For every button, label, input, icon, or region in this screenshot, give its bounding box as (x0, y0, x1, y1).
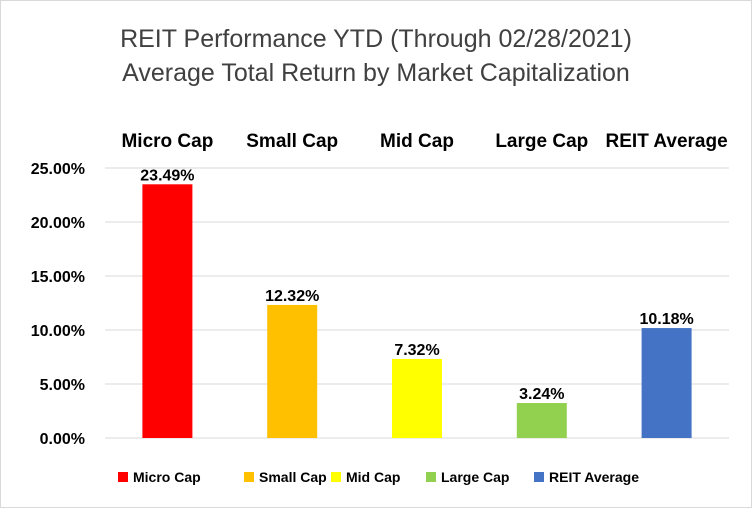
bar (516, 403, 567, 438)
bar (267, 304, 318, 438)
legend: Micro Cap Small Cap Mid Cap Large Cap REIT A… (118, 469, 639, 485)
category-label: Large Cap (495, 131, 588, 152)
chart-subtitle: Average Total Return by Market Capitaliz… (122, 59, 630, 87)
legend-swatch (426, 472, 436, 482)
y-tick-label: 25.00% (31, 161, 85, 178)
category-label: Mid Cap (380, 131, 454, 152)
legend-swatch (118, 472, 128, 482)
data-label: 7.32% (394, 342, 439, 359)
data-label: 3.24% (519, 386, 564, 403)
bar (142, 184, 193, 438)
bar (641, 328, 692, 438)
bar (392, 358, 442, 438)
legend-entry: Mid Cap (346, 469, 400, 485)
y-tick-label: 20.00% (31, 215, 85, 232)
category-labels: Micro Cap Small Cap Mid Cap Large Cap REIT A… (121, 131, 727, 152)
legend-entry: Micro Cap (133, 469, 201, 485)
data-label: 10.18% (639, 311, 693, 328)
legend-entry: Large Cap (441, 469, 509, 485)
chart-title: REIT Performance YTD (Through 02/28/2021… (120, 25, 632, 53)
legend-entry: REIT Average (549, 469, 639, 485)
y-tick-label: 10.00% (31, 323, 85, 340)
data-label: 12.32% (265, 288, 319, 305)
category-label: Micro Cap (121, 131, 213, 152)
gridlines (105, 167, 729, 439)
data-label: 23.49% (140, 167, 194, 184)
y-tick-label: 15.00% (31, 269, 85, 286)
category-label: REIT Average (606, 131, 728, 152)
legend-swatch (534, 472, 544, 482)
y-tick-label: 5.00% (40, 377, 85, 394)
legend-entry: Small Cap (259, 469, 327, 485)
legend-swatch (244, 472, 254, 482)
legend-swatch (331, 472, 341, 482)
category-label: Small Cap (246, 131, 338, 152)
y-tick-label: 0.00% (40, 431, 85, 448)
bars (142, 184, 692, 438)
y-axis-ticks: 0.00% 5.00% 10.00% 15.00% 20.00% 25.00% (31, 161, 85, 448)
data-labels: 23.49% 12.32% 7.32% 3.24% 10.18% (140, 167, 693, 403)
